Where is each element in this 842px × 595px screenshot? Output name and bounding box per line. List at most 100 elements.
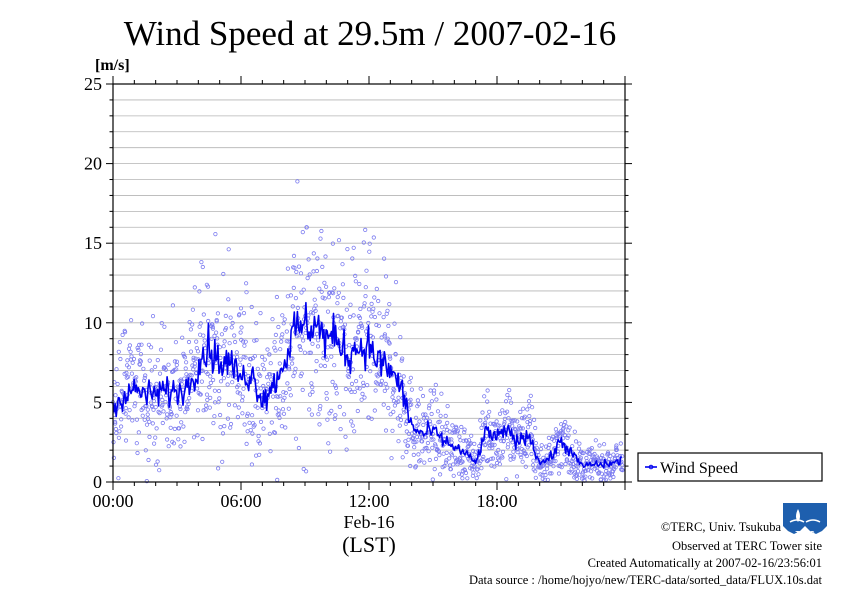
data-point: [576, 446, 582, 451]
data-point: [267, 431, 272, 436]
data-point: [133, 401, 138, 406]
data-point: [382, 332, 387, 337]
data-point: [300, 230, 305, 235]
data-point: [138, 359, 143, 364]
data-point: [447, 456, 452, 461]
data-point: [355, 408, 360, 414]
data-point: [464, 438, 469, 443]
data-point: [113, 393, 118, 398]
data-point: [123, 329, 128, 335]
data-point: [127, 407, 132, 413]
data-point: [277, 361, 282, 366]
data-point: [270, 394, 276, 399]
y-tick-label: 0: [93, 472, 102, 492]
data-point: [531, 417, 537, 422]
data-point: [611, 474, 616, 480]
data-point: [538, 472, 543, 477]
data-point: [395, 416, 400, 421]
data-point: [134, 441, 139, 446]
data-point: [379, 382, 384, 387]
data-point: [178, 444, 183, 449]
legend: Wind Speed: [637, 452, 823, 482]
data-point: [360, 391, 365, 396]
data-point: [329, 354, 334, 359]
data-point: [351, 245, 356, 250]
data-point: [298, 373, 303, 379]
data-point: [256, 433, 261, 439]
data-point: [120, 332, 125, 337]
data-point: [326, 441, 331, 446]
data-point: [382, 334, 387, 339]
data-point: [559, 422, 564, 427]
data-point: [228, 425, 233, 430]
data-point: [155, 357, 160, 363]
data-point: [309, 412, 314, 417]
data-point: [216, 388, 222, 394]
data-point: [383, 381, 388, 386]
data-point: [201, 408, 206, 413]
data-point: [193, 356, 198, 361]
data-point: [144, 422, 150, 427]
data-point: [290, 356, 295, 361]
data-point: [398, 417, 404, 423]
data-point: [346, 374, 351, 380]
data-point: [211, 420, 216, 426]
data-point: [324, 357, 330, 362]
data-point: [412, 445, 417, 450]
data-point: [261, 426, 266, 431]
data-point: [126, 374, 131, 379]
data-point: [515, 449, 520, 455]
data-point: [563, 461, 568, 467]
data-point: [234, 350, 239, 355]
data-point: [279, 339, 284, 344]
data-point: [504, 409, 510, 414]
data-point: [559, 462, 564, 467]
data-point: [195, 408, 201, 413]
data-point: [511, 449, 516, 454]
data-point: [317, 422, 322, 427]
data-point: [294, 269, 299, 274]
data-point: [353, 273, 358, 278]
data-point: [565, 435, 570, 440]
data-point: [593, 438, 598, 443]
data-point: [352, 389, 357, 394]
x-tick-labels: 00:00 06:00 12:00 18:00: [92, 491, 517, 511]
data-point: [310, 389, 315, 394]
data-point: [320, 264, 325, 269]
data-point: [571, 464, 576, 470]
data-point: [287, 386, 292, 392]
data-point: [620, 454, 625, 459]
data-point: [276, 394, 281, 399]
data-point: [407, 380, 412, 385]
x-date-label: Feb-16: [344, 512, 395, 532]
data-point: [339, 315, 344, 320]
data-point: [435, 409, 441, 414]
data-point: [555, 451, 561, 457]
data-point: [291, 373, 296, 379]
data-point: [278, 347, 283, 352]
data-point: [260, 362, 265, 367]
data-point: [336, 290, 341, 295]
data-point: [514, 474, 520, 479]
data-point: [142, 378, 147, 383]
data-point: [125, 358, 130, 363]
data-point: [223, 326, 229, 331]
data-point: [362, 301, 367, 306]
data-point: [190, 322, 195, 327]
data-point: [178, 406, 183, 412]
data-point: [480, 456, 485, 462]
data-point: [529, 405, 535, 410]
data-point: [376, 298, 381, 304]
data-point: [483, 420, 488, 425]
data-point: [392, 321, 397, 326]
data-point: [526, 443, 531, 448]
data-point: [296, 445, 301, 451]
data-point: [252, 338, 257, 343]
data-point: [192, 364, 197, 369]
data-point: [437, 419, 442, 424]
data-point: [340, 282, 345, 287]
data-point: [349, 381, 355, 386]
data-point: [390, 395, 395, 400]
data-point: [238, 362, 243, 367]
data-point: [568, 470, 573, 475]
